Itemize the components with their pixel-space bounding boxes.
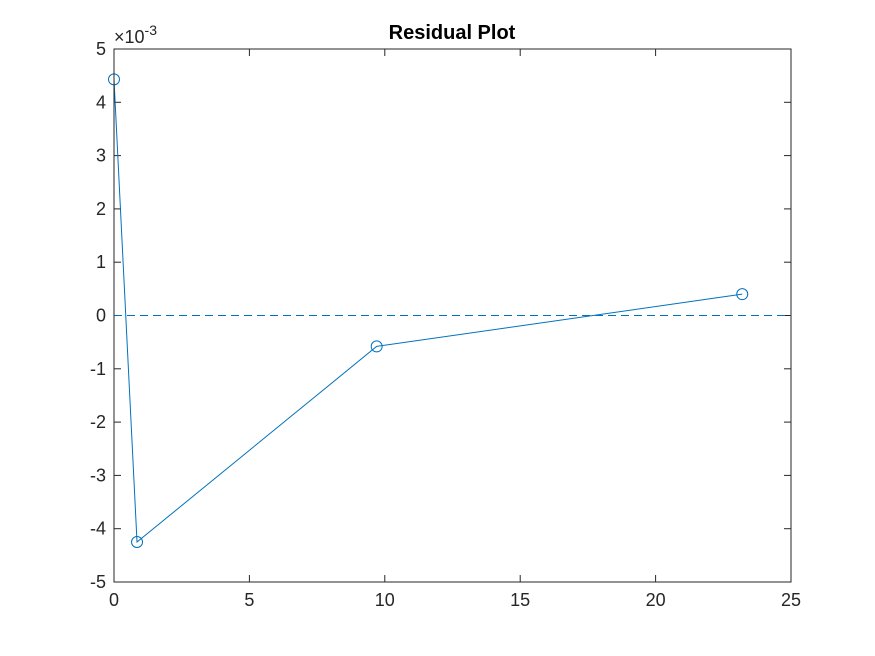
axes-box: [113, 48, 792, 583]
y-tick-label: 5: [96, 39, 106, 59]
y-tick-label: -4: [90, 519, 106, 539]
y-exponent-power: -3: [145, 22, 158, 38]
residual-series-line: [113, 79, 743, 544]
residual-point: [131, 536, 144, 549]
x-tick-label: 15: [510, 590, 530, 610]
y-tick-label: -2: [90, 412, 106, 432]
y-exponent-base: ×10: [114, 27, 145, 47]
svg-text:×10-3: ×10-3: [114, 22, 157, 47]
chart-title: Residual Plot: [389, 22, 516, 44]
y-tick-label: 0: [96, 306, 106, 326]
y-tick-label: -1: [90, 359, 106, 379]
y-tick-label: -5: [90, 572, 106, 592]
y-exponent-label: ×10-3: [114, 22, 157, 47]
x-tick-label: 0: [109, 590, 119, 610]
y-tick-label: 2: [96, 199, 106, 219]
x-tick-label: 5: [244, 590, 254, 610]
y-tick-label: 1: [96, 252, 106, 272]
x-tick-label: 10: [375, 590, 395, 610]
axis-ticks: 0 5 10 15 20 25 -5 -4 -3 -2 -1 0 1 2 3 4 5: [90, 39, 801, 610]
x-tick-label: 20: [646, 590, 666, 610]
x-tick-label: 25: [781, 590, 801, 610]
y-tick-label: -3: [90, 465, 106, 485]
residual-point: [370, 340, 383, 353]
residual-point: [736, 288, 749, 301]
y-tick-label: 3: [96, 146, 106, 166]
y-tick-label: 4: [96, 92, 106, 112]
